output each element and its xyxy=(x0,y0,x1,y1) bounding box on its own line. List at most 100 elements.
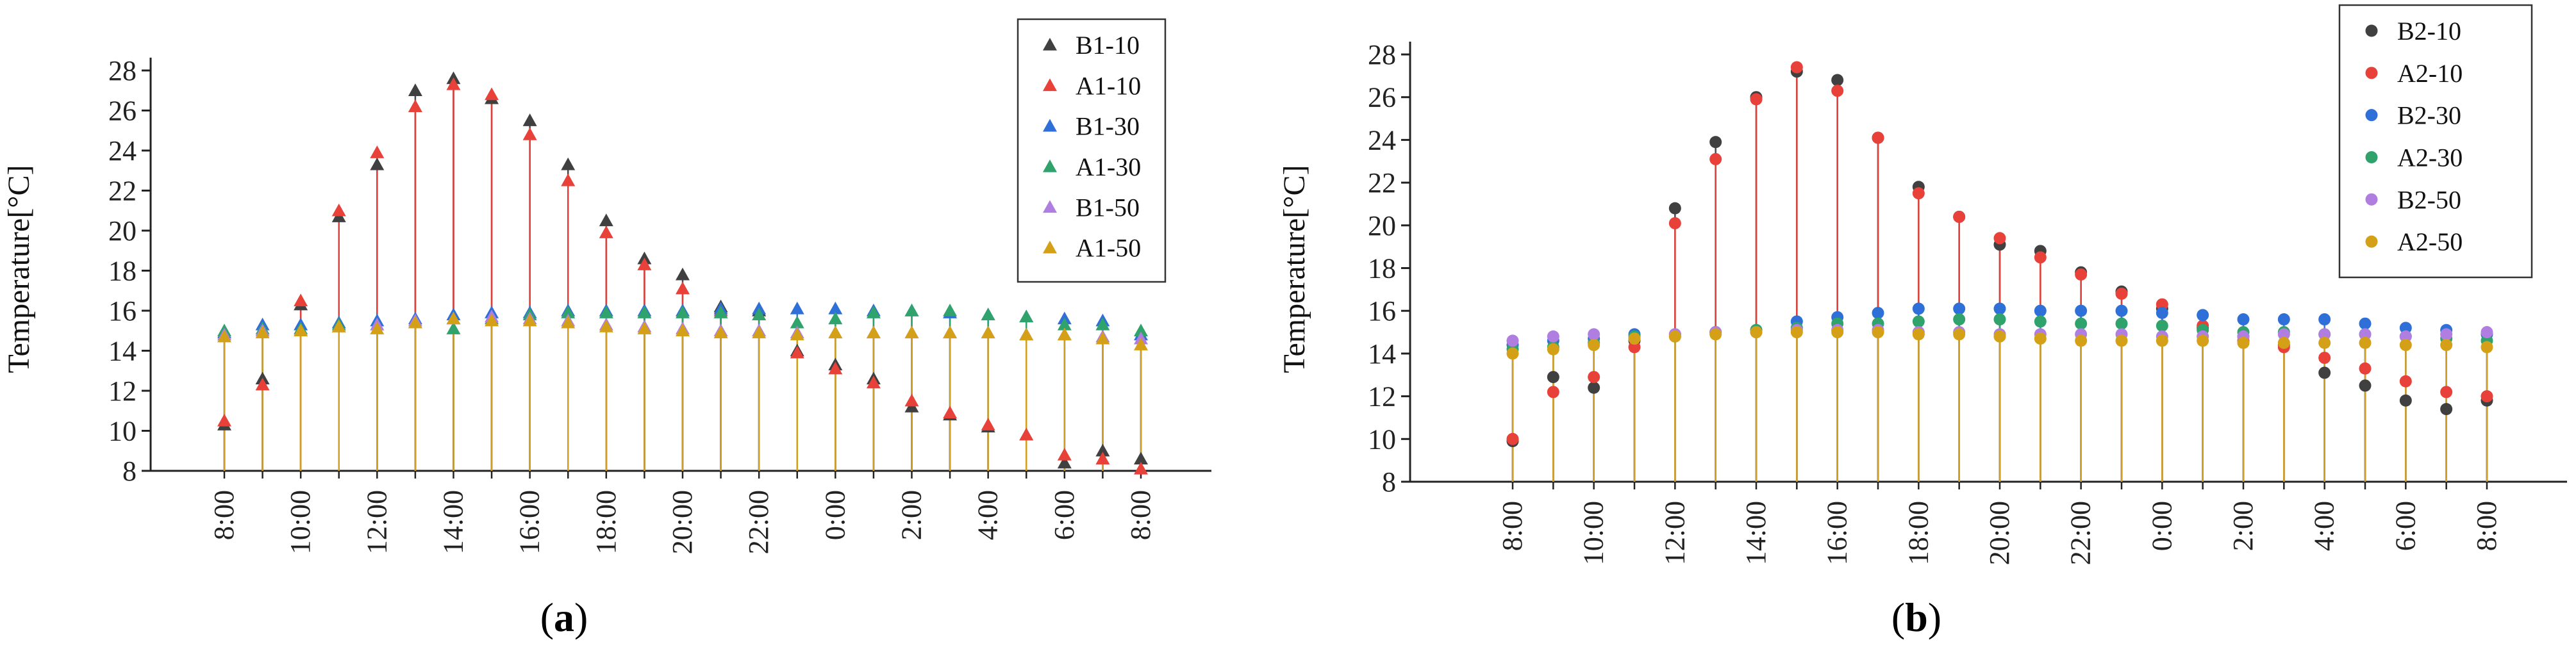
point-a1-10 xyxy=(828,361,843,375)
x-tick-label: 2:00 xyxy=(2227,501,2259,551)
x-tick-label: 4:00 xyxy=(972,490,1004,540)
legend-box xyxy=(1017,18,1167,283)
point-a2-30 xyxy=(2075,317,2088,330)
point-a1-10 xyxy=(866,375,881,389)
point-b1-30 xyxy=(828,301,843,315)
point-a1-10 xyxy=(981,418,995,430)
y-tick-label: 14 xyxy=(1368,338,1396,370)
point-a1-10 xyxy=(1134,461,1148,475)
point-a2-30 xyxy=(2115,317,2128,330)
x-tick-label: 14:00 xyxy=(438,490,469,554)
point-a1-30 xyxy=(713,306,728,318)
point-a2-10 xyxy=(1912,187,1925,200)
point-a1-50 xyxy=(561,315,576,329)
legend-marker-a1-30 xyxy=(1043,160,1057,172)
point-a1-10 xyxy=(637,258,652,270)
point-a2-10 xyxy=(1953,210,1966,223)
x-tick-label: 8:00 xyxy=(1125,490,1156,540)
point-a1-30 xyxy=(790,315,804,329)
point-b2-30 xyxy=(2277,313,2290,326)
point-a1-50 xyxy=(713,325,728,339)
point-a2-10 xyxy=(2440,386,2453,398)
point-a1-50 xyxy=(294,324,308,337)
point-a2-50 xyxy=(2480,341,2493,354)
legend-label-b2-50: B2-50 xyxy=(2397,185,2461,214)
x-tick-label: 22:00 xyxy=(2065,501,2097,565)
point-b2-30 xyxy=(2399,322,2412,334)
legend-marker-b2-30 xyxy=(2365,109,2378,122)
point-a2-10 xyxy=(1750,93,1763,106)
point-a2-50 xyxy=(2075,334,2088,347)
legend-label-a2-10: A2-10 xyxy=(2397,59,2463,88)
point-b2-30 xyxy=(2034,304,2047,317)
point-a1-50 xyxy=(1057,327,1072,341)
point-a2-50 xyxy=(2359,336,2372,349)
point-b2-10 xyxy=(1709,136,1722,149)
legend-label-a1-50: A1-50 xyxy=(1076,234,1141,263)
point-a2-10 xyxy=(1872,131,1884,144)
point-a2-30 xyxy=(2034,315,2047,328)
x-tick-label: 14:00 xyxy=(1740,501,1772,565)
point-b2-50 xyxy=(1588,328,1600,341)
y-tick-label: 18 xyxy=(108,256,137,287)
point-a2-10 xyxy=(1506,432,1519,445)
point-a2-50 xyxy=(1588,339,1600,352)
point-b2-50 xyxy=(2318,328,2331,341)
point-a2-10 xyxy=(2034,251,2047,264)
legend-marker-a1-10 xyxy=(1043,78,1057,92)
point-a1-50 xyxy=(408,315,422,329)
x-tick-label: 8:00 xyxy=(2471,501,2502,551)
legend-marker-a2-50 xyxy=(2365,235,2378,248)
x-tick-label: 6:00 xyxy=(1049,490,1080,540)
legend-label-b2-10: B2-10 xyxy=(2397,17,2461,45)
point-a1-30 xyxy=(981,307,995,321)
point-a1-10 xyxy=(1057,448,1072,461)
point-a2-50 xyxy=(1628,332,1641,345)
legend-marker-a2-30 xyxy=(2365,151,2378,163)
point-a2-30 xyxy=(1993,313,2006,326)
x-tick-label: 18:00 xyxy=(590,490,622,554)
y-tick-label: 24 xyxy=(108,135,137,167)
y-tick-label: 24 xyxy=(1368,124,1396,156)
panel-label-b: (b) xyxy=(1891,594,1941,640)
point-b2-50 xyxy=(2480,326,2493,339)
point-b1-30 xyxy=(790,301,804,315)
legend-marker-b1-50 xyxy=(1043,200,1057,213)
point-a1-30 xyxy=(904,304,919,316)
point-b2-10 xyxy=(2359,379,2372,392)
y-axis-title: Temperature[°C] xyxy=(1277,165,1311,373)
point-a1-10 xyxy=(561,173,576,186)
point-b2-30 xyxy=(2318,313,2331,326)
legend-box xyxy=(2338,4,2533,279)
point-a2-50 xyxy=(2237,336,2250,349)
legend-label-a2-50: A2-50 xyxy=(2397,227,2463,256)
point-b2-10 xyxy=(2318,366,2331,379)
point-a2-50 xyxy=(1831,326,1844,339)
point-b2-10 xyxy=(1588,381,1600,394)
point-a2-50 xyxy=(1912,328,1925,341)
point-a1-50 xyxy=(943,325,958,339)
point-a1-30 xyxy=(1134,324,1148,337)
point-a1-50 xyxy=(255,325,270,339)
point-a1-50 xyxy=(217,329,231,343)
chart-b: 8 10 12 14 16 18 20 22 24 26 28 Temperature[°C] 8:00… xyxy=(1277,4,2567,565)
point-a2-50 xyxy=(1953,328,1966,341)
point-b1-10 xyxy=(408,83,422,97)
point-a1-10 xyxy=(1095,452,1110,465)
x-tick-label: 4:00 xyxy=(2309,501,2340,551)
point-b1-10 xyxy=(370,157,385,170)
y-tick-label: 10 xyxy=(108,416,137,447)
point-a1-50 xyxy=(1019,327,1034,341)
point-a1-30 xyxy=(828,311,843,325)
point-b1-10 xyxy=(676,267,690,281)
point-b2-50 xyxy=(2359,328,2372,341)
point-b1-10 xyxy=(599,213,613,227)
point-a1-10 xyxy=(408,99,422,113)
point-a1-50 xyxy=(1134,338,1148,350)
x-tick-label: 12:00 xyxy=(1659,501,1690,565)
point-a1-10 xyxy=(943,405,958,419)
point-b1-10 xyxy=(1134,452,1148,465)
point-a1-50 xyxy=(981,325,995,339)
point-a2-10 xyxy=(1709,152,1722,165)
